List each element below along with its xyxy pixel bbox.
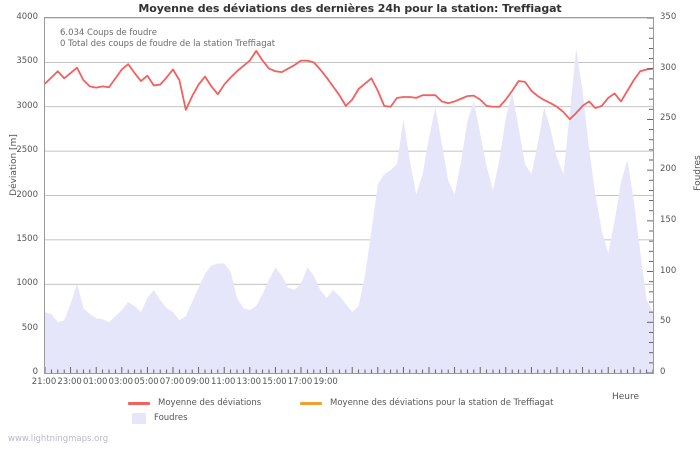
y-axis-tick-label-right: 300 bbox=[660, 62, 677, 73]
y-axis-tick-label-left: 2000 bbox=[16, 189, 38, 200]
y-axis-tick-label-left: 2500 bbox=[16, 145, 38, 156]
legend-swatch-marker-foudres bbox=[132, 412, 146, 424]
x-axis-tick-label: 05:00 bbox=[134, 377, 159, 387]
y-axis-tick-label-left: 500 bbox=[21, 322, 38, 333]
y-axis-tick-label-left: 0 bbox=[32, 367, 38, 377]
annotation-strokes-count: 6.034 Coups de foudre bbox=[60, 28, 157, 38]
footer-url: www.lightningmaps.org bbox=[8, 434, 109, 444]
y-axis-tick-label-right: 150 bbox=[660, 214, 677, 225]
y-axis-title-right: Foudres bbox=[693, 155, 700, 191]
y-axis-tick-label-left: 3000 bbox=[16, 100, 38, 111]
y-axis-tick-label-left: 1500 bbox=[16, 233, 38, 244]
series-line-mean-deviation bbox=[45, 49, 653, 121]
legend-item-foudres[interactable]: Foudres bbox=[128, 411, 188, 425]
chart-legend: Moyenne des déviations Moyenne des dévia… bbox=[0, 396, 700, 426]
x-axis-tick-label: 21:00 bbox=[31, 377, 57, 387]
x-axis-tick-label: 01:00 bbox=[82, 377, 108, 387]
right-axis-minor-ticks bbox=[647, 18, 653, 373]
y-axis-tick-label-right: 0 bbox=[660, 367, 666, 377]
x-axis-tick-label: 09:00 bbox=[185, 377, 210, 387]
plot-canvas bbox=[45, 18, 653, 373]
annotation-station-total: 0 Total des coups de foudre de la statio… bbox=[60, 39, 276, 49]
y-axis-tick-label-right: 350 bbox=[660, 12, 677, 22]
x-axis-tick-label: 15:00 bbox=[262, 377, 287, 387]
x-axis-tick-label: 11:00 bbox=[210, 377, 236, 387]
annotation-block: 6.034 Coups de foudre 0 Total des coups … bbox=[60, 28, 275, 50]
legend-line-marker-orange bbox=[300, 401, 322, 405]
plot-area bbox=[44, 17, 654, 374]
y-axis-tick-label-left: 4000 bbox=[16, 12, 38, 22]
y-axis-title-left: Déviation [m] bbox=[9, 134, 19, 196]
gridlines bbox=[45, 18, 653, 330]
legend-line-marker-red bbox=[128, 401, 150, 405]
chart-title: Moyenne des déviations des dernières 24h… bbox=[138, 2, 562, 15]
y-axis-tick-label-right: 200 bbox=[660, 164, 677, 175]
x-axis-tick-label: 17:00 bbox=[287, 377, 313, 387]
y-axis-tick-label-left: 1000 bbox=[16, 278, 38, 289]
x-axis-title: Heure bbox=[612, 392, 640, 402]
legend-label-foudres: Foudres bbox=[154, 413, 188, 423]
series-area-foudres bbox=[45, 48, 653, 373]
legend-item-mean-deviation[interactable]: Moyenne des déviations bbox=[128, 396, 261, 410]
legend-label-mean-deviation: Moyenne des déviations bbox=[158, 398, 262, 408]
legend-label-station-deviation: Moyenne des déviations pour la station d… bbox=[330, 398, 554, 408]
y-axis-tick-label-left: 3500 bbox=[16, 56, 38, 67]
x-axis-tick-label: 13:00 bbox=[236, 377, 262, 387]
y-axis-tick-label-right: 100 bbox=[660, 265, 677, 276]
x-axis-tick-label: 03:00 bbox=[108, 377, 134, 387]
y-axis-tick-label-right: 50 bbox=[660, 316, 671, 327]
x-axis-tick-label: 19:00 bbox=[313, 377, 338, 387]
x-axis-tick-label: 23:00 bbox=[57, 377, 82, 387]
bottom-axis-minor-ticks bbox=[45, 367, 653, 373]
legend-item-station-deviation[interactable]: Moyenne des déviations pour la station d… bbox=[300, 396, 553, 410]
y-axis-tick-label-right: 250 bbox=[660, 113, 677, 124]
x-axis-tick-label: 07:00 bbox=[159, 377, 185, 387]
